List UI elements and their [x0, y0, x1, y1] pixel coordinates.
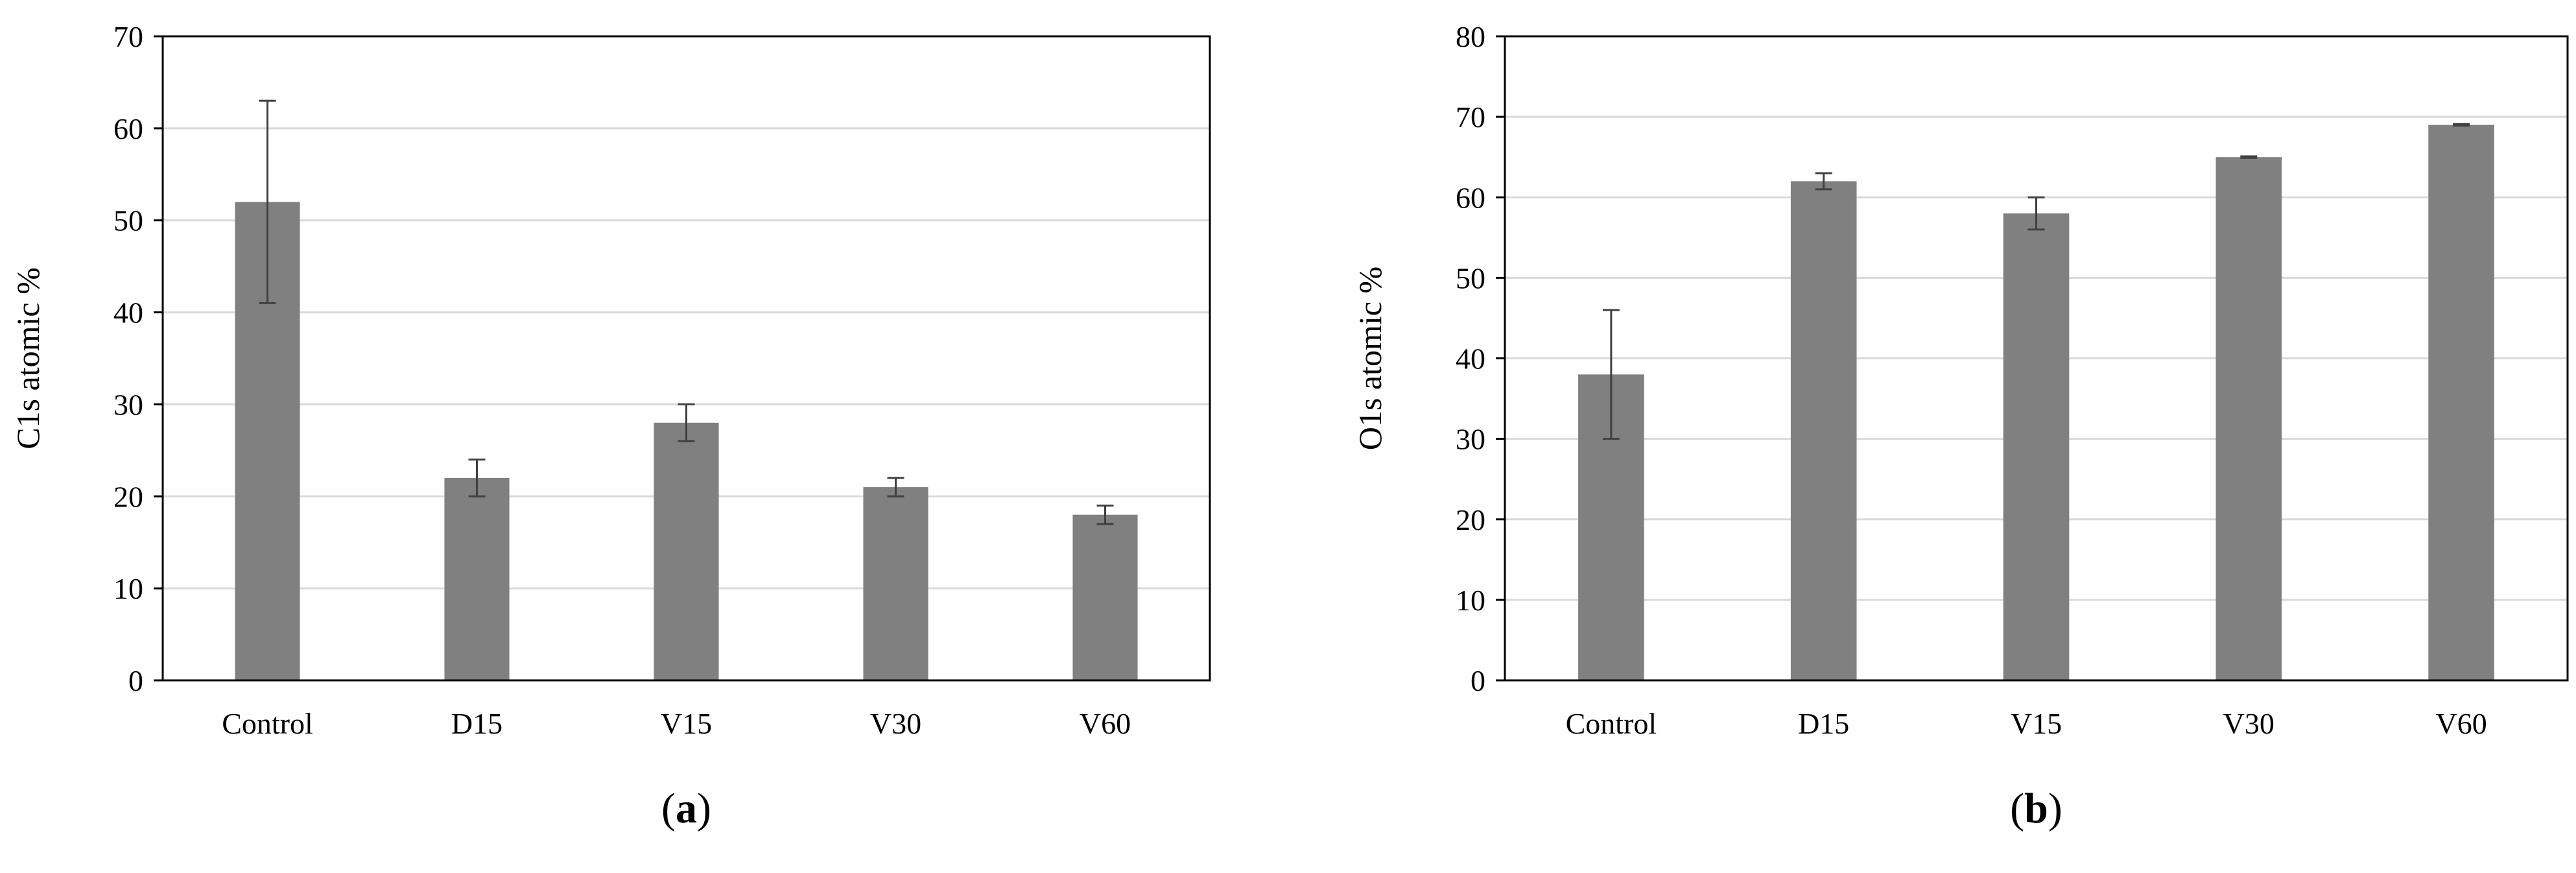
panel-b-ylabel: O1s atomic % [1352, 267, 1388, 450]
panel-a-xtick-label: D15 [451, 707, 502, 740]
panel-b-ytick-label: 70 [1456, 101, 1485, 134]
panel-b-ytick-label: 60 [1456, 181, 1485, 214]
panel-b-ytick-label: 0 [1471, 664, 1485, 697]
panel-a-xtick-label: V30 [870, 707, 921, 740]
panel-a-errorbar-v30 [887, 477, 904, 497]
panel-b-ytick-label: 80 [1456, 20, 1485, 53]
panel-b-xtick-label: Control [1566, 707, 1657, 740]
panel-b-chart: 0 10 20 30 40 50 60 70 80 Control D15 V15 V30 V60 O1s … [1352, 20, 2569, 832]
panel-b-xtick-label: V15 [2011, 707, 2062, 740]
panel-b-xtick-label: V60 [2435, 707, 2487, 740]
panel-a-ytick-label: 10 [113, 572, 143, 605]
panel-b-plot-frame [1504, 35, 2569, 682]
panel-b-bar-v30 [2216, 157, 2282, 680]
panel-b-ytick-label: 40 [1456, 342, 1485, 376]
panel-b-ytick-label: 20 [1456, 503, 1485, 536]
panel-b-ytick-label: 30 [1456, 423, 1485, 456]
panel-b-label: (b) [2010, 785, 2062, 832]
panel-a-ytick-label: 30 [113, 388, 143, 421]
panel-b-ytick-label: 50 [1456, 261, 1485, 294]
panel-b-ytick-label: 10 [1456, 584, 1485, 617]
panel-a-bar-v30 [863, 487, 928, 680]
panel-a-ytick-label: 60 [113, 112, 143, 145]
panel-b-bar-v15 [2003, 213, 2070, 680]
panel-b-bar-d15 [1790, 181, 1857, 680]
panel-a-errorbar-v60 [1096, 504, 1114, 525]
panel-a-plot-frame [161, 35, 1211, 682]
panel-a-bar-d15 [444, 477, 510, 680]
panel-a-xtick-label: V15 [661, 707, 712, 740]
panel-a-errorbar-control [259, 99, 276, 304]
panel-a-label: (a) [661, 785, 711, 832]
panel-b-xtick-label: D15 [1798, 707, 1849, 740]
panel-b-errorbar-v60 [2453, 123, 2470, 127]
panel-a-ytick-label: 0 [128, 664, 143, 697]
panel-a-xtick-label: V60 [1080, 707, 1131, 740]
panel-b-bar-v60 [2428, 125, 2494, 681]
panel-b-xtick-label: V30 [2223, 707, 2275, 740]
panel-b-errorbar-control [1602, 309, 1620, 440]
panel-a-chart: 0 10 20 30 40 50 60 70 Control D15 V15 V30 V60 C1s at… [10, 20, 1211, 832]
panel-a-ytick-label: 70 [113, 20, 143, 53]
panel-a-ylabel: C1s atomic % [10, 267, 46, 449]
panel-a-xtick-label: Control [222, 707, 313, 740]
panel-b-errorbar-d15 [1815, 172, 1832, 191]
panel-a-ytick-label: 40 [113, 296, 143, 329]
panel-a-bar-v15 [654, 422, 719, 680]
panel-b-errorbar-v15 [2027, 196, 2045, 231]
panel-a-errorbar-d15 [468, 459, 486, 497]
panel-a-ytick-label: 20 [113, 480, 143, 513]
panel-a-bar-v60 [1072, 514, 1138, 680]
panel-a-errorbar-v15 [678, 403, 695, 442]
panel-a-ytick-label: 50 [113, 204, 143, 237]
panel-b-errorbar-v30 [2240, 155, 2258, 159]
